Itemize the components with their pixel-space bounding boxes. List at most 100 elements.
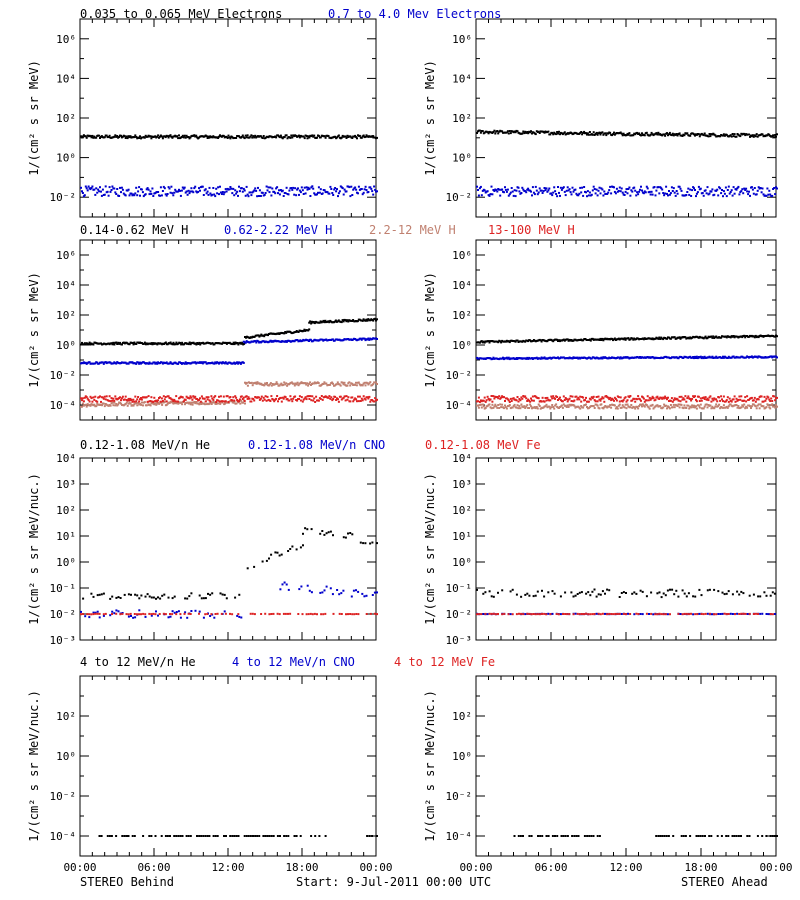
data-point xyxy=(631,399,634,402)
data-point xyxy=(175,835,178,837)
data-point xyxy=(748,612,751,615)
data-point xyxy=(97,188,100,191)
data-point xyxy=(213,193,216,196)
data-point xyxy=(643,134,646,137)
data-point xyxy=(362,395,365,398)
data-point xyxy=(539,357,542,360)
data-point xyxy=(267,186,270,189)
data-point xyxy=(577,194,580,197)
data-point xyxy=(527,187,530,190)
data-point xyxy=(247,195,250,198)
data-point xyxy=(254,381,257,384)
data-point xyxy=(218,395,220,398)
data-point xyxy=(279,396,282,399)
data-point xyxy=(680,189,683,192)
data-point xyxy=(319,397,322,400)
data-point xyxy=(732,186,735,189)
data-point xyxy=(692,186,695,189)
data-point xyxy=(668,190,670,192)
data-point xyxy=(226,362,229,365)
data-point xyxy=(602,133,605,136)
data-point xyxy=(771,613,774,616)
data-point xyxy=(135,400,138,403)
data-point xyxy=(179,194,182,197)
data-point xyxy=(311,395,314,398)
data-point xyxy=(171,136,174,139)
data-point xyxy=(625,592,627,594)
data-point xyxy=(195,134,198,137)
data-point xyxy=(721,356,723,359)
data-point xyxy=(323,381,326,384)
data-point xyxy=(720,395,723,398)
data-point xyxy=(211,136,214,139)
data-point xyxy=(225,135,228,138)
data-point xyxy=(140,613,142,616)
data-point xyxy=(579,407,582,410)
data-point xyxy=(774,134,777,136)
data-point xyxy=(497,132,500,135)
y-tick-label: 10⁻³ xyxy=(446,634,473,647)
data-point xyxy=(582,339,585,342)
data-point xyxy=(714,134,717,137)
data-point xyxy=(342,320,345,323)
data-point xyxy=(246,193,249,196)
data-point xyxy=(116,135,119,137)
data-point xyxy=(364,185,367,188)
data-point xyxy=(94,395,97,398)
data-point xyxy=(625,134,628,137)
data-point xyxy=(579,395,582,398)
data-point xyxy=(180,343,183,346)
data-point xyxy=(289,548,292,550)
y-tick-label: 10⁻⁴ xyxy=(50,830,77,843)
data-point xyxy=(617,189,620,192)
data-point xyxy=(317,399,320,402)
data-point xyxy=(586,406,588,408)
data-point xyxy=(119,613,122,616)
data-point xyxy=(742,612,745,615)
data-point xyxy=(157,596,159,599)
data-point xyxy=(138,400,141,403)
data-point xyxy=(678,185,681,188)
data-point xyxy=(478,401,481,403)
data-point xyxy=(516,130,519,133)
data-point xyxy=(312,399,315,402)
data-point xyxy=(534,407,537,410)
data-point xyxy=(250,134,253,137)
data-point xyxy=(761,612,764,615)
data-point xyxy=(574,188,577,191)
data-point xyxy=(332,398,335,400)
data-point xyxy=(493,405,496,408)
data-point xyxy=(163,398,166,401)
data-point xyxy=(748,594,751,597)
data-point xyxy=(636,131,639,134)
data-point xyxy=(344,536,347,539)
data-point xyxy=(286,384,289,387)
data-point xyxy=(706,337,709,340)
data-point xyxy=(523,132,526,135)
data-point xyxy=(89,188,92,191)
y-tick-label: 10⁰ xyxy=(56,152,76,165)
data-point xyxy=(184,136,187,139)
data-point xyxy=(194,402,197,405)
data-point xyxy=(309,381,312,384)
data-point xyxy=(335,190,338,193)
data-point xyxy=(636,398,639,401)
data-point xyxy=(103,193,106,196)
data-point xyxy=(639,188,641,191)
data-point xyxy=(508,401,511,403)
data-point xyxy=(626,399,629,402)
data-point xyxy=(231,399,234,402)
data-point xyxy=(671,400,674,403)
data-point xyxy=(319,591,322,594)
data-point xyxy=(162,395,165,398)
data-point xyxy=(602,407,605,410)
data-point xyxy=(765,613,768,615)
data-point xyxy=(490,407,493,410)
data-point xyxy=(543,187,546,189)
data-point xyxy=(80,610,82,613)
data-point xyxy=(652,613,655,616)
data-point xyxy=(668,193,671,196)
data-point xyxy=(489,193,492,196)
data-point xyxy=(353,613,356,616)
data-point xyxy=(273,400,276,403)
